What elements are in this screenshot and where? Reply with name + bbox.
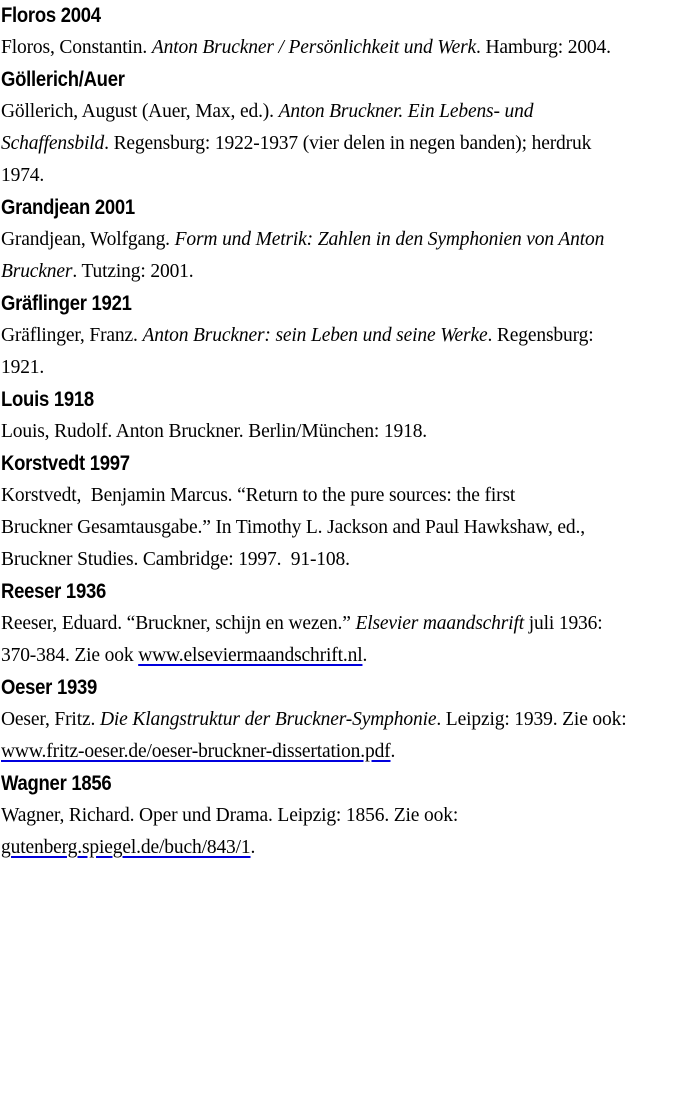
entry-label: Göllerich/Auer: [1, 64, 678, 96]
body-text: Gräflinger, Franz.: [1, 325, 143, 346]
entry-lines: Göllerich, August (Auer, Max, ed.). Anto…: [1, 96, 678, 192]
body-text: . Hamburg: 2004.: [476, 37, 611, 58]
body-text: Bruckner Gesamtausgabe.” In Timothy L. J…: [1, 517, 585, 538]
entry-line: Grandjean, Wolfgang. Form und Metrik: Za…: [1, 224, 678, 256]
body-text: Göllerich, August (Auer, Max, ed.).: [1, 101, 279, 122]
hyperlink[interactable]: gutenberg.spiegel.de/buch/843/1: [1, 837, 251, 858]
entry-line: Bruckner. Tutzing: 2001.: [1, 256, 678, 288]
work-title-text: Bruckner: [1, 261, 73, 282]
entry-label-text: Oeser 1939: [1, 676, 98, 699]
body-text: . Tutzing: 2001.: [72, 261, 194, 282]
entry-line: 1921.: [1, 352, 678, 384]
entry-label-text: Gräflinger 1921: [1, 292, 132, 315]
entry-line: www.fritz-oeser.de/oeser-bruckner-disser…: [1, 736, 678, 768]
body-text: . Regensburg:: [487, 325, 594, 346]
entry-label: Grandjean 2001: [1, 192, 678, 224]
entry-label-text: Korstvedt 1997: [1, 452, 130, 475]
entry-line: Oeser, Fritz. Die Klangstruktur der Bruc…: [1, 704, 678, 736]
body-text: Grandjean, Wolfgang.: [1, 229, 175, 250]
entry-label-text: Grandjean 2001: [1, 196, 135, 219]
entry-line: Bruckner Gesamtausgabe.” In Timothy L. J…: [1, 512, 678, 544]
work-title-text: Die Klangstruktur der Bruckner-Symphonie: [99, 709, 437, 730]
body-text: . Leipzig: 1939. Zie ook:: [436, 709, 627, 730]
entry-label-text: Floros 2004: [1, 4, 101, 27]
body-text: .: [250, 837, 256, 858]
entry-line: Floros, Constantin. Anton Bruckner / Per…: [1, 32, 678, 64]
body-text: Korstvedt, Benjamin Marcus. “Return to t…: [1, 485, 516, 506]
body-text: . Regensburg: 1922-1937 (vier delen in n…: [104, 133, 592, 154]
work-title-text: Anton Bruckner. Ein Lebens- und: [278, 101, 534, 122]
entry-line: 370-384. Zie ook www.elseviermaandschrif…: [1, 640, 678, 672]
entry-label-text: Reeser 1936: [1, 580, 106, 603]
bibliography-entry: Gräflinger 1921 Gräflinger, Franz. Anton…: [1, 288, 678, 384]
hyperlink[interactable]: www.elseviermaandschrift.nl: [138, 645, 363, 666]
body-text: juli 1936:: [524, 613, 603, 634]
entry-line: 1974.: [1, 160, 678, 192]
entry-line: Göllerich, August (Auer, Max, ed.). Anto…: [1, 96, 678, 128]
entry-lines: Floros, Constantin. Anton Bruckner / Per…: [1, 32, 678, 64]
entry-line: Louis, Rudolf. Anton Bruckner. Berlin/Mü…: [1, 416, 678, 448]
body-text: 370-384. Zie ook: [1, 645, 139, 666]
work-title-text: Schaffensbild: [1, 133, 105, 154]
entry-lines: Oeser, Fritz. Die Klangstruktur der Bruc…: [1, 704, 678, 768]
body-text: .: [390, 741, 396, 762]
entry-label: Floros 2004: [1, 0, 678, 32]
bibliography-entry: Grandjean 2001 Grandjean, Wolfgang. Form…: [1, 192, 678, 288]
entry-line: Wagner, Richard. Oper und Drama. Leipzig…: [1, 800, 678, 832]
bibliography-entry: Göllerich/Auer Göllerich, August (Auer, …: [1, 64, 678, 192]
entry-lines: Reeser, Eduard. “Bruckner, schijn en wez…: [1, 608, 678, 672]
work-title-text: Anton Bruckner: sein Leben und seine Wer…: [142, 325, 488, 346]
bibliography-entry: Floros 2004 Floros, Constantin. Anton Br…: [1, 0, 678, 64]
work-title-text: Form und Metrik: Zahlen in den Symphonie…: [174, 229, 605, 250]
work-title-text: Anton Bruckner / Persönlichkeit und Werk: [151, 37, 477, 58]
entry-label: Korstvedt 1997: [1, 448, 678, 480]
entry-line: Reeser, Eduard. “Bruckner, schijn en wez…: [1, 608, 678, 640]
entry-lines: Grandjean, Wolfgang. Form und Metrik: Za…: [1, 224, 678, 288]
body-text: 1921.: [1, 357, 45, 378]
entry-label: Reeser 1936: [1, 576, 678, 608]
entry-lines: Korstvedt, Benjamin Marcus. “Return to t…: [1, 480, 678, 576]
bibliography: Floros 2004 Floros, Constantin. Anton Br…: [1, 0, 678, 864]
entry-label-text: Louis 1918: [1, 388, 94, 411]
bibliography-entry: Korstvedt 1997 Korstvedt, Benjamin Marcu…: [1, 448, 678, 576]
work-title-text: Elsevier maandschrift: [355, 613, 524, 634]
body-text: Floros, Constantin.: [1, 37, 152, 58]
entry-label: Gräflinger 1921: [1, 288, 678, 320]
entry-lines: Wagner, Richard. Oper und Drama. Leipzig…: [1, 800, 678, 864]
entry-label-text: Wagner 1856: [1, 772, 112, 795]
entry-line: gutenberg.spiegel.de/buch/843/1.: [1, 832, 678, 864]
entry-line: Bruckner Studies. Cambridge: 1997. 91-10…: [1, 544, 678, 576]
bibliography-entry: Oeser 1939 Oeser, Fritz. Die Klangstrukt…: [1, 672, 678, 768]
entry-line: Korstvedt, Benjamin Marcus. “Return to t…: [1, 480, 678, 512]
entry-label: Wagner 1856: [1, 768, 678, 800]
entry-line: Schaffensbild. Regensburg: 1922-1937 (vi…: [1, 128, 678, 160]
body-text: .: [362, 645, 368, 666]
body-text: Louis, Rudolf. Anton Bruckner. Berlin/Mü…: [1, 421, 428, 442]
entry-lines: Gräflinger, Franz. Anton Bruckner: sein …: [1, 320, 678, 384]
bibliography-entry: Louis 1918 Louis, Rudolf. Anton Bruckner…: [1, 384, 678, 448]
entry-label: Louis 1918: [1, 384, 678, 416]
body-text: Reeser, Eduard. “Bruckner, schijn en wez…: [1, 613, 356, 634]
bibliography-entry: Wagner 1856 Wagner, Richard. Oper und Dr…: [1, 768, 678, 864]
bibliography-list: Floros 2004 Floros, Constantin. Anton Br…: [1, 0, 678, 864]
body-text: Bruckner Studies. Cambridge: 1997. 91-10…: [1, 549, 350, 570]
body-text: Oeser, Fritz.: [1, 709, 100, 730]
hyperlink[interactable]: www.fritz-oeser.de/oeser-bruckner-disser…: [1, 741, 391, 762]
entry-line: Gräflinger, Franz. Anton Bruckner: sein …: [1, 320, 678, 352]
entry-label-text: Göllerich/Auer: [1, 68, 125, 91]
bibliography-entry: Reeser 1936 Reeser, Eduard. “Bruckner, s…: [1, 576, 678, 672]
body-text: Wagner, Richard. Oper und Drama. Leipzig…: [1, 805, 459, 826]
entry-label: Oeser 1939: [1, 672, 678, 704]
body-text: 1974.: [1, 165, 45, 186]
entry-lines: Louis, Rudolf. Anton Bruckner. Berlin/Mü…: [1, 416, 678, 448]
